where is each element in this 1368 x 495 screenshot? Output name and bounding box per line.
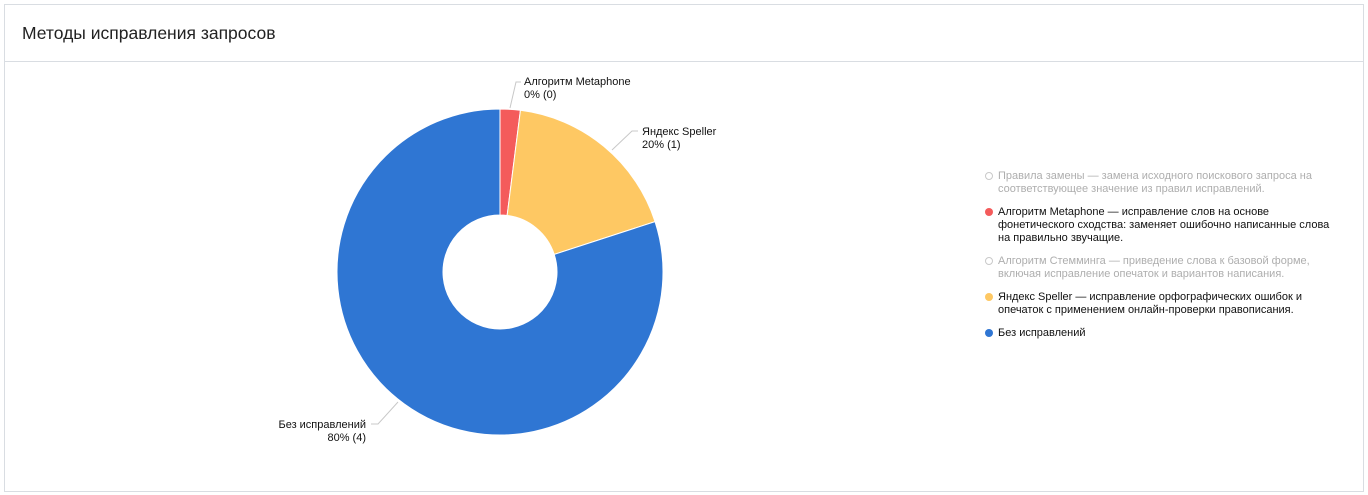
panel-header: Методы исправления запросов [5,5,1363,62]
chart-legend: Правила замены — замена исходного поиско… [985,170,1330,350]
legend-marker-icon [985,208,993,216]
slice-value-label: 80% (4) [327,432,366,444]
legend-label: Яндекс Speller — исправление орфографиче… [998,291,1302,316]
chart-panel: Методы исправления запросов [4,4,1364,492]
panel-title: Методы исправления запросов [22,23,276,43]
legend-marker-icon [985,293,993,301]
slice-value-label: 20% (1) [642,139,681,151]
legend-label: Правила замены — замена исходного поиско… [998,170,1312,195]
slice-label: Алгоритм Metaphone [524,76,631,88]
legend-item[interactable]: Без исправлений [985,327,1330,340]
slice-label: Без исправлений [278,419,366,431]
legend-item[interactable]: Яндекс Speller — исправление орфографиче… [985,291,1330,317]
legend-marker-icon [985,329,993,337]
legend-item[interactable]: Алгоритм Стемминга — приведение слова к … [985,255,1330,281]
slice-label-connector [371,401,399,425]
slice-label: Яндекс Speller [642,126,717,138]
slice-label-connector [611,130,638,151]
legend-item[interactable]: Правила замены — замена исходного поиско… [985,170,1330,196]
legend-item[interactable]: Алгоритм Metaphone — исправление слов на… [985,206,1330,245]
slice-value-label: 0% (0) [524,89,556,101]
legend-marker-icon [985,257,993,265]
pie-slice[interactable] [336,108,664,436]
legend-label: Алгоритм Стемминга — приведение слова к … [998,255,1310,280]
legend-marker-icon [985,172,993,180]
pie-slice[interactable] [506,109,656,256]
legend-label: Алгоритм Metaphone — исправление слов на… [998,206,1330,244]
slice-label-connector [509,81,521,109]
legend-label: Без исправлений [998,327,1086,339]
